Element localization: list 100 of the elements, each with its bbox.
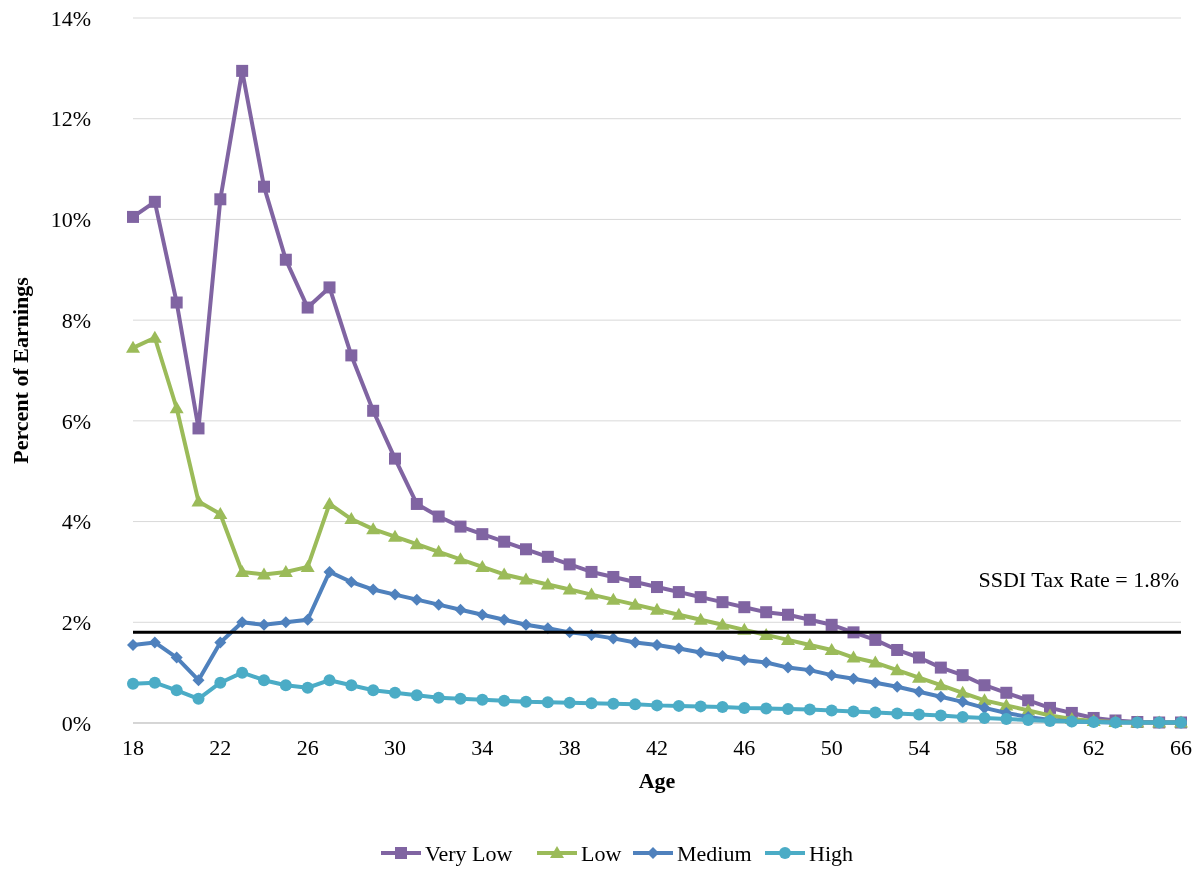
point [476,693,489,706]
point [585,565,598,578]
y-tick-label: 12% [50,106,91,132]
point [453,552,468,565]
x-tick-label: 42 [646,735,668,760]
point [214,193,227,206]
point [258,618,270,631]
point [607,632,620,645]
point [170,651,183,664]
y-axis-title: Percent of Earnings [8,276,33,464]
point [454,692,467,705]
point [562,582,577,595]
point [934,661,947,674]
point [148,676,161,689]
point [214,676,227,689]
point [191,494,206,507]
legend-label: High [809,840,853,866]
point [890,663,905,676]
point [127,638,139,651]
point [345,349,358,362]
x-axis-title: Age [638,768,676,793]
point [258,674,270,687]
ref-line-label: SSDI Tax Rate = 1.8% [978,567,1179,593]
point [825,618,838,631]
point [170,296,183,309]
point [913,708,925,721]
point [388,529,402,542]
point [344,512,359,525]
point [913,685,925,698]
point [671,607,686,620]
point [345,576,358,588]
point [782,608,794,621]
point [978,711,991,724]
point [410,689,423,702]
point [803,664,816,677]
point [410,593,423,606]
point [629,698,642,711]
point [824,642,839,655]
point [978,679,991,692]
point [847,705,860,718]
point [846,650,861,663]
point [389,686,401,699]
point [279,679,292,692]
point [869,706,882,719]
point [476,608,489,621]
point [782,661,794,674]
point [760,656,773,669]
point [213,507,228,520]
point [432,510,445,523]
point [584,587,599,600]
point [520,695,532,708]
point [934,709,947,722]
point [147,330,162,343]
point [148,195,161,208]
point [475,559,490,572]
point [367,583,380,596]
point [651,581,663,594]
legend-label: Low [581,840,622,866]
point [301,613,314,626]
x-tick-label: 34 [471,735,494,760]
point [498,613,511,626]
point [607,697,620,710]
point [170,684,183,697]
point [716,700,729,713]
point [1022,694,1035,707]
point [520,543,532,556]
point [716,650,729,663]
point [432,691,445,704]
x-tick-label: 46 [733,735,756,760]
point [693,612,708,625]
point [257,567,271,580]
point [432,598,445,611]
point [127,677,139,690]
point [126,340,140,353]
point [127,210,139,223]
point [802,637,817,650]
point [497,567,512,580]
point [476,528,489,541]
point [1000,712,1013,725]
point [956,669,969,682]
point [891,707,904,720]
point [869,676,882,689]
point [454,520,467,533]
point [956,710,969,723]
point [868,655,883,668]
point [803,613,816,626]
point [454,603,467,616]
point [934,690,947,703]
point [236,64,249,77]
y-tick-label: 10% [50,207,91,233]
point [956,695,969,708]
y-tick-label: 4% [61,509,91,535]
point [782,702,794,715]
point [825,669,838,682]
x-tick-label: 26 [296,735,319,760]
y-tick-label: 8% [61,307,91,333]
x-tick-label: 18 [122,735,144,760]
y-tick-label: 6% [61,408,91,434]
point [498,694,511,707]
point [672,699,685,712]
